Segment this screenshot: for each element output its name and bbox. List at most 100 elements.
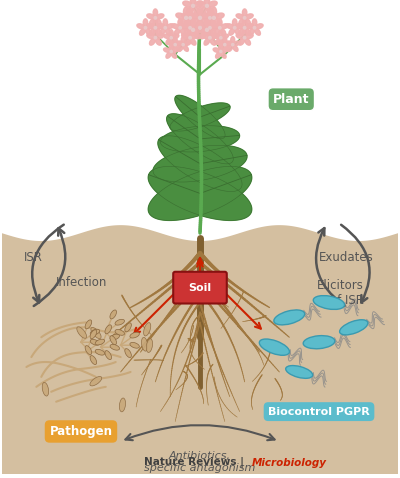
Ellipse shape	[174, 28, 180, 35]
Ellipse shape	[156, 34, 164, 39]
Ellipse shape	[170, 45, 175, 51]
Ellipse shape	[153, 29, 158, 37]
Ellipse shape	[178, 19, 182, 27]
Ellipse shape	[183, 45, 188, 51]
Ellipse shape	[147, 14, 154, 19]
Ellipse shape	[183, 25, 192, 31]
Ellipse shape	[172, 24, 179, 29]
Ellipse shape	[200, 28, 206, 35]
Ellipse shape	[182, 43, 184, 46]
Ellipse shape	[197, 1, 206, 7]
Ellipse shape	[188, 19, 192, 27]
Ellipse shape	[210, 18, 216, 25]
Ellipse shape	[42, 382, 49, 396]
Ellipse shape	[168, 41, 174, 45]
Ellipse shape	[156, 24, 164, 29]
Text: Biocontrol PGPR: Biocontrol PGPR	[268, 407, 370, 417]
Ellipse shape	[125, 323, 131, 332]
Ellipse shape	[226, 24, 234, 29]
Ellipse shape	[184, 28, 190, 35]
Ellipse shape	[198, 16, 202, 19]
Ellipse shape	[210, 28, 216, 35]
Ellipse shape	[200, 19, 207, 27]
Ellipse shape	[209, 17, 211, 19]
Ellipse shape	[182, 34, 189, 39]
Ellipse shape	[187, 13, 196, 19]
Ellipse shape	[220, 50, 222, 53]
Ellipse shape	[207, 31, 214, 39]
Ellipse shape	[231, 37, 235, 44]
Ellipse shape	[207, 7, 214, 15]
Ellipse shape	[164, 27, 166, 29]
Ellipse shape	[154, 36, 157, 39]
Ellipse shape	[194, 25, 203, 31]
Ellipse shape	[239, 38, 245, 45]
Ellipse shape	[228, 45, 233, 51]
Ellipse shape	[204, 18, 210, 25]
Ellipse shape	[182, 24, 189, 29]
Ellipse shape	[170, 50, 172, 53]
Ellipse shape	[256, 24, 263, 29]
Ellipse shape	[286, 366, 313, 378]
Ellipse shape	[244, 18, 250, 25]
Ellipse shape	[165, 28, 171, 35]
Ellipse shape	[194, 1, 203, 7]
Ellipse shape	[244, 38, 250, 45]
Ellipse shape	[252, 19, 257, 27]
Ellipse shape	[164, 34, 170, 39]
Ellipse shape	[110, 334, 120, 340]
Ellipse shape	[170, 37, 172, 39]
Ellipse shape	[169, 30, 173, 37]
Ellipse shape	[201, 14, 209, 19]
Ellipse shape	[211, 34, 218, 39]
Ellipse shape	[204, 0, 210, 5]
Ellipse shape	[214, 19, 221, 27]
Ellipse shape	[171, 38, 176, 44]
Text: Plant: Plant	[273, 93, 310, 106]
Ellipse shape	[199, 27, 201, 29]
Ellipse shape	[209, 36, 211, 39]
Ellipse shape	[191, 34, 199, 39]
Ellipse shape	[213, 34, 220, 39]
Ellipse shape	[186, 19, 193, 27]
Ellipse shape	[176, 13, 185, 19]
Ellipse shape	[155, 18, 161, 25]
Ellipse shape	[206, 28, 208, 32]
Ellipse shape	[236, 24, 243, 29]
Ellipse shape	[190, 0, 196, 5]
Ellipse shape	[115, 329, 124, 335]
Ellipse shape	[204, 28, 210, 35]
Ellipse shape	[244, 28, 250, 35]
Ellipse shape	[186, 7, 193, 15]
Ellipse shape	[184, 18, 190, 25]
FancyBboxPatch shape	[173, 272, 227, 304]
Polygon shape	[158, 136, 242, 192]
Ellipse shape	[190, 38, 196, 45]
Ellipse shape	[199, 27, 201, 29]
Ellipse shape	[140, 28, 146, 35]
Ellipse shape	[249, 28, 254, 35]
Ellipse shape	[146, 24, 154, 29]
Ellipse shape	[175, 45, 180, 51]
Ellipse shape	[90, 329, 100, 335]
Ellipse shape	[95, 349, 105, 355]
Ellipse shape	[130, 342, 139, 348]
Ellipse shape	[190, 13, 199, 19]
Ellipse shape	[246, 24, 253, 29]
Ellipse shape	[193, 7, 200, 15]
Ellipse shape	[105, 325, 112, 334]
Ellipse shape	[194, 28, 200, 35]
Ellipse shape	[153, 19, 158, 27]
Ellipse shape	[189, 27, 191, 29]
Polygon shape	[175, 96, 225, 139]
Ellipse shape	[178, 45, 183, 51]
Ellipse shape	[208, 25, 217, 31]
Ellipse shape	[224, 43, 226, 46]
Ellipse shape	[105, 350, 112, 359]
Ellipse shape	[209, 27, 211, 29]
Ellipse shape	[192, 24, 199, 29]
Ellipse shape	[221, 24, 228, 29]
Ellipse shape	[166, 38, 171, 44]
Ellipse shape	[215, 13, 224, 19]
Ellipse shape	[200, 7, 207, 15]
